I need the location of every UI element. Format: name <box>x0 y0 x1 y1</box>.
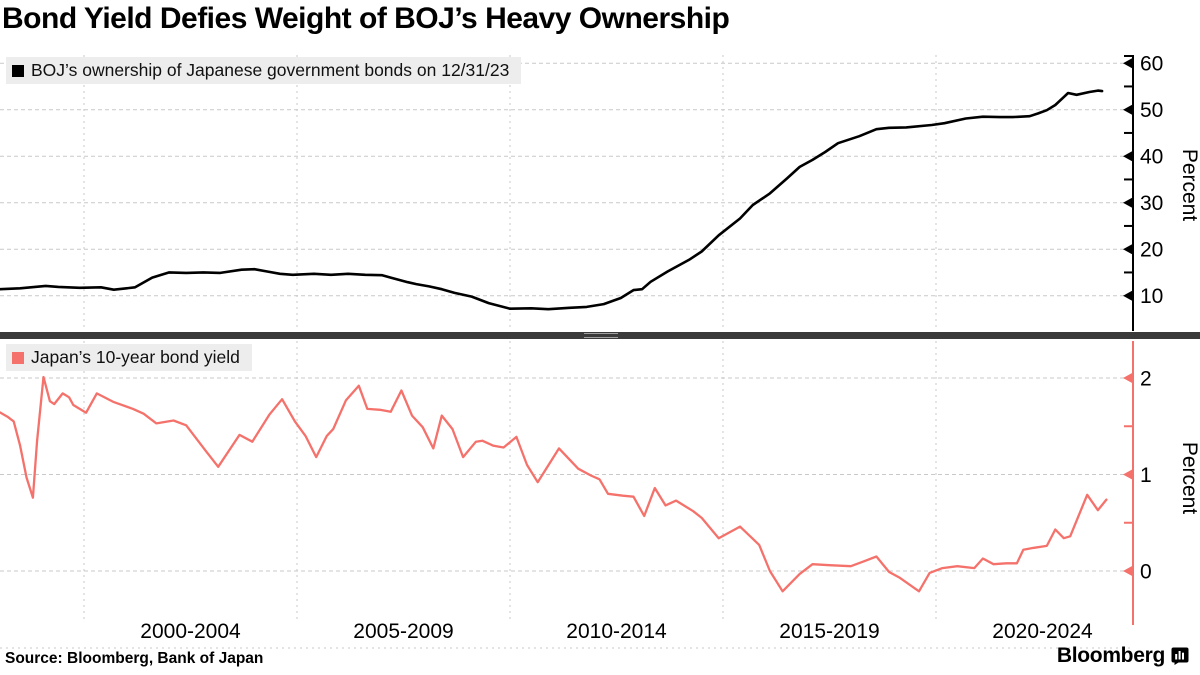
divider-grip-handle[interactable] <box>584 333 618 338</box>
y-tick-marker <box>1123 372 1133 384</box>
y-tick-label: 40 <box>1140 146 1163 169</box>
legend-boj-ownership: BOJ’s ownership of Japanese government b… <box>6 57 522 84</box>
page-title: Bond Yield Defies Weight of BOJ’s Heavy … <box>2 2 730 35</box>
bloomberg-terminal-icon <box>1171 647 1189 665</box>
boj-ownership-line <box>0 89 1104 311</box>
y-tick-marker <box>1123 57 1133 69</box>
panel-divider <box>0 332 1200 339</box>
y-tick-label: 30 <box>1140 192 1163 215</box>
y-tick-marker <box>1123 290 1133 302</box>
y-tick-label: 60 <box>1140 53 1163 76</box>
y-tick-marker <box>1123 565 1133 577</box>
bloomberg-logo: Bloomberg <box>1057 644 1189 668</box>
legend-boj-label: BOJ’s ownership of Japanese government b… <box>31 60 510 80</box>
bond-yield-line <box>0 375 1108 593</box>
y-tick-label: 10 <box>1140 285 1163 308</box>
legend-yield-label: Japan’s 10-year bond yield <box>31 347 240 367</box>
y-tick-marker <box>1123 243 1133 255</box>
y-axis-title: Percent <box>1178 442 1200 515</box>
black-square-icon <box>12 64 24 77</box>
red-square-icon <box>12 351 24 364</box>
y-tick-marker <box>1123 104 1133 116</box>
legend-bond-yield: Japan’s 10-year bond yield <box>6 344 252 371</box>
y-axis-title: Percent <box>1178 149 1200 222</box>
y-tick-marker <box>1123 469 1133 480</box>
y-tick-label: 0 <box>1140 561 1152 584</box>
y-tick-label: 2 <box>1140 368 1152 391</box>
y-tick-label: 50 <box>1140 99 1163 122</box>
y-tick-label: 1 <box>1140 464 1152 487</box>
y-tick-marker <box>1123 197 1133 209</box>
y-tick-label: 20 <box>1140 239 1163 262</box>
bloomberg-wordmark: Bloomberg <box>1056 644 1165 667</box>
source-text: Source: Bloomberg, Bank of Japan <box>5 650 264 667</box>
y-tick-marker <box>1123 150 1133 162</box>
